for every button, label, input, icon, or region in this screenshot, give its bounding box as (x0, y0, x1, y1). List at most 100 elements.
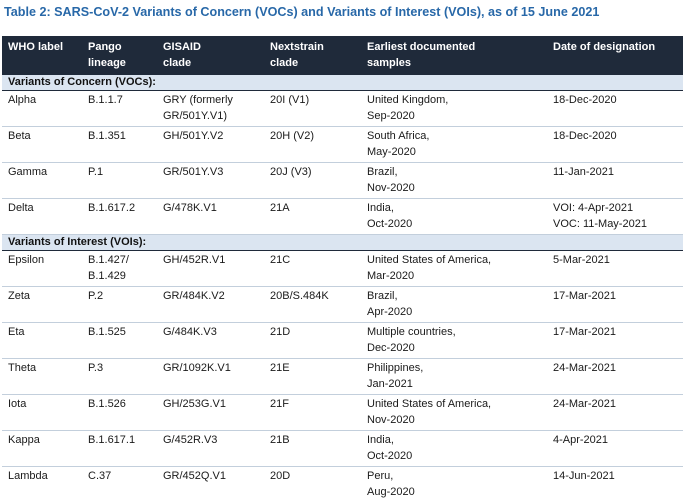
section-row: Variants of Interest (VOIs): (2, 233, 683, 251)
header-pango-lineage: Pango lineage (82, 36, 157, 74)
cell-who-label-line: Delta (8, 201, 34, 214)
cell-earliest-samples-line: Jan-2021 (367, 377, 413, 390)
cell-nextstrain-clade: 21A (264, 198, 361, 235)
cell-nextstrain-clade: 21C (264, 250, 361, 287)
cell-nextstrain-clade-line: 20J (V3) (270, 165, 312, 178)
cell-designation-date-line: VOC: 11-May-2021 (553, 217, 647, 230)
section-label: Variants of Interest (VOIs): (2, 233, 683, 251)
cell-nextstrain-clade: 20B/S.484K (264, 286, 361, 323)
cell-pango-lineage-line: B.1.617.2 (88, 201, 136, 214)
header-designation-date-line: Date of designation (553, 41, 656, 53)
header-who-label: WHO label (2, 36, 82, 74)
cell-gisaid-clade: G/452R.V3 (157, 430, 264, 467)
table-row: Zeta P.2 GR/484K.V2 20B/S.484K Brazil, Apr-20… (2, 286, 683, 323)
cell-nextstrain-clade: 20J (V3) (264, 162, 361, 199)
cell-pango-lineage: B.1.617.1 (82, 430, 157, 467)
cell-earliest-samples-line: Brazil, (367, 289, 398, 302)
section-row: Variants of Concern (VOCs): (2, 73, 683, 91)
cell-nextstrain-clade: 21B (264, 430, 361, 467)
cell-earliest-samples-line: Philippines, (367, 361, 424, 374)
cell-who-label: Epsilon (2, 250, 82, 287)
cell-gisaid-clade: G/478K.V1 (157, 198, 264, 235)
header-pango-lineage-line: Pango (88, 41, 122, 53)
header-nextstrain-clade: Nextstrain clade (264, 36, 361, 74)
cell-pango-lineage-line: P.1 (88, 165, 104, 178)
cell-designation-date-line: 24-Mar-2021 (553, 361, 616, 374)
cell-gisaid-clade: GH/452R.V1 (157, 250, 264, 287)
cell-earliest-samples-line: May-2020 (367, 145, 416, 158)
cell-who-label-line: Eta (8, 325, 25, 338)
table-row: Beta B.1.351 GH/501Y.V2 20H (V2) South Afric… (2, 126, 683, 163)
cell-nextstrain-clade: 21D (264, 322, 361, 359)
document-page: Table 2: SARS-CoV-2 Variants of Concern … (2, 5, 683, 498)
cell-gisaid-clade: GR/501Y.V3 (157, 162, 264, 199)
table-row: Alpha B.1.1.7 GRY (formerly GR/501Y.V1) 20I … (2, 90, 683, 127)
cell-designation-date-line: 17-Mar-2021 (553, 325, 616, 338)
header-gisaid-clade: GISAID clade (157, 36, 264, 74)
cell-pango-lineage-line: B.1.617.1 (88, 433, 136, 446)
header-designation-date: Date of designation (547, 36, 683, 74)
cell-earliest-samples-line: South Africa, (367, 129, 430, 142)
cell-earliest-samples-line: India, (367, 201, 394, 214)
cell-who-label-line: Theta (8, 361, 37, 374)
cell-who-label: Alpha (2, 90, 82, 127)
cell-who-label-line: Zeta (8, 289, 31, 302)
cell-earliest-samples: India, Oct-2020 (361, 430, 547, 467)
cell-gisaid-clade-line: GR/501Y.V3 (163, 165, 224, 178)
cell-who-label: Iota (2, 394, 82, 431)
cell-pango-lineage: B.1.526 (82, 394, 157, 431)
cell-nextstrain-clade-line: 20D (270, 469, 291, 482)
cell-gisaid-clade: GR/452Q.V1 (157, 466, 264, 502)
header-who-label-line: WHO label (8, 41, 64, 53)
cell-earliest-samples-line: Multiple countries, (367, 325, 456, 338)
cell-earliest-samples: United Kingdom, Sep-2020 (361, 90, 547, 127)
cell-gisaid-clade-line: GR/501Y.V1) (163, 109, 228, 122)
cell-earliest-samples: Philippines, Jan-2021 (361, 358, 547, 395)
cell-who-label-line: Kappa (8, 433, 40, 446)
header-nextstrain-clade-line: Nextstrain (270, 41, 324, 53)
cell-earliest-samples-line: Peru, (367, 469, 394, 482)
table-row: Lambda C.37 GR/452Q.V1 20D Peru, Aug-2020 14-J… (2, 466, 683, 502)
cell-nextstrain-clade: 21E (264, 358, 361, 395)
cell-nextstrain-clade-line: 20B/S.484K (270, 289, 329, 302)
cell-who-label: Gamma (2, 162, 82, 199)
cell-designation-date: 17-Mar-2021 (547, 322, 683, 359)
cell-nextstrain-clade-line: 21C (270, 253, 291, 266)
cell-pango-lineage-line: B.1.429 (88, 269, 126, 282)
cell-who-label-line: Beta (8, 129, 31, 142)
cell-designation-date: 5-Mar-2021 (547, 250, 683, 287)
cell-earliest-samples-line: Sep-2020 (367, 109, 415, 122)
cell-gisaid-clade-line: GR/484K.V2 (163, 289, 225, 302)
cell-nextstrain-clade-line: 20I (V1) (270, 93, 310, 106)
table-row: Eta B.1.525 G/484K.V3 21D Multiple countries… (2, 322, 683, 359)
cell-who-label: Zeta (2, 286, 82, 323)
cell-designation-date-line: VOI: 4-Apr-2021 (553, 201, 634, 214)
header-nextstrain-clade-line: clade (270, 57, 299, 69)
cell-who-label-line: Alpha (8, 93, 37, 106)
cell-nextstrain-clade-line: 21B (270, 433, 290, 446)
cell-earliest-samples-line: United States of America, (367, 397, 492, 410)
cell-nextstrain-clade: 20H (V2) (264, 126, 361, 163)
table-row: Iota B.1.526 GH/253G.V1 21F United States of… (2, 394, 683, 431)
cell-nextstrain-clade: 20D (264, 466, 361, 502)
header-earliest-samples-line: Earliest documented (367, 41, 476, 53)
cell-designation-date-line: 24-Mar-2021 (553, 397, 616, 410)
cell-designation-date: VOI: 4-Apr-2021 VOC: 11-May-2021 (547, 198, 683, 235)
cell-pango-lineage-line: B.1.525 (88, 325, 126, 338)
cell-pango-lineage-line: B.1.1.7 (88, 93, 123, 106)
cell-gisaid-clade: GR/1092K.V1 (157, 358, 264, 395)
cell-earliest-samples: United States of America, Nov-2020 (361, 394, 547, 431)
table-row: Gamma P.1 GR/501Y.V3 20J (V3) Brazil, Nov-202… (2, 162, 683, 199)
header-earliest-samples-line: samples (367, 57, 412, 69)
cell-earliest-samples-line: Brazil, (367, 165, 398, 178)
cell-earliest-samples-line: Oct-2020 (367, 217, 413, 230)
cell-earliest-samples: Brazil, Apr-2020 (361, 286, 547, 323)
cell-pango-lineage-line: B.1.427/ (88, 253, 129, 266)
header-earliest-samples: Earliest documented samples (361, 36, 547, 74)
cell-gisaid-clade: GR/484K.V2 (157, 286, 264, 323)
header-pango-lineage-line: lineage (88, 57, 126, 69)
table-body: Variants of Concern (VOCs): Alpha B.1.1.7 G… (2, 73, 683, 502)
cell-designation-date: 17-Mar-2021 (547, 286, 683, 323)
cell-earliest-samples-line: India, (367, 433, 394, 446)
table-title: Table 2: SARS-CoV-2 Variants of Concern … (4, 5, 600, 19)
